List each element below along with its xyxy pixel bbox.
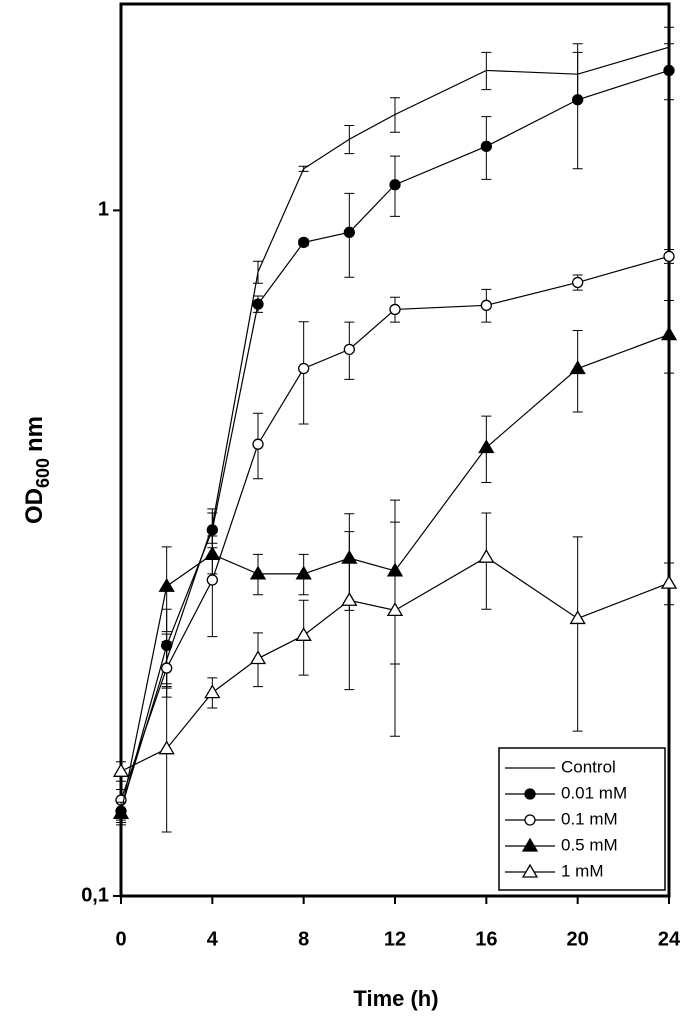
- series-line: [120, 334, 670, 814]
- legend-label: 0.1 mM: [561, 809, 618, 828]
- error-bar: [390, 521, 400, 737]
- legend-label: 0.01 mM: [561, 783, 627, 802]
- data-point: [386, 602, 404, 616]
- data-point: [480, 140, 492, 152]
- data-point: [478, 548, 495, 563]
- legend-label: Control: [561, 757, 616, 776]
- y-label-main: OD: [21, 488, 48, 524]
- series-line: [120, 255, 670, 801]
- series: [115, 248, 675, 812]
- legend-marker: [521, 863, 539, 878]
- x-tick-label: 20: [567, 928, 589, 950]
- data-point: [204, 546, 221, 561]
- series-line: [120, 556, 670, 772]
- data-point: [158, 740, 175, 755]
- data-point: [298, 362, 310, 375]
- error-bar: [253, 260, 263, 284]
- legend-label: 0.5 mM: [561, 835, 618, 854]
- x-tick-label: 8: [298, 928, 309, 950]
- legend-marker: [524, 788, 536, 800]
- data-point: [112, 805, 130, 819]
- data-point: [663, 64, 675, 77]
- data-point: [660, 574, 678, 589]
- data-point: [252, 298, 264, 310]
- data-point: [569, 610, 586, 625]
- data-point: [572, 94, 584, 106]
- error-bar: [572, 536, 583, 732]
- data-point: [158, 577, 175, 592]
- y-axis-label: OD600 nm: [21, 416, 52, 524]
- error-bar: [161, 683, 172, 833]
- data-point: [252, 438, 264, 450]
- x-tick-label: 0: [115, 928, 126, 950]
- error-bar: [572, 43, 583, 170]
- data-point: [204, 684, 221, 699]
- legend-label: 1 mM: [561, 861, 604, 880]
- data-point: [480, 299, 492, 311]
- y-tick-label: 1: [98, 199, 109, 221]
- x-tick-label: 12: [384, 928, 406, 950]
- data-point: [389, 303, 401, 316]
- x-tick-label: 24: [658, 928, 681, 950]
- x-tick-label: 16: [475, 928, 497, 950]
- data-point: [161, 662, 173, 674]
- series: [112, 512, 678, 833]
- data-point: [389, 179, 401, 191]
- x-tick-label: 4: [207, 928, 219, 950]
- data-point: [663, 250, 675, 262]
- series-line: [120, 69, 670, 812]
- data-point: [478, 439, 495, 454]
- data-point: [298, 236, 310, 249]
- x-axis-label: Time (h): [353, 986, 438, 1011]
- data-point: [295, 565, 312, 580]
- legend-marker: [521, 837, 539, 852]
- legend: Control 0.01 mM 0.1 mM 0.5 mM 1 mM: [498, 747, 666, 891]
- data-point: [660, 326, 678, 341]
- data-point: [572, 276, 584, 289]
- legend-marker: [524, 814, 536, 826]
- y-label-unit: nm: [21, 416, 48, 452]
- y-label-subscript: 600: [33, 458, 53, 488]
- series-line: [120, 46, 670, 810]
- error-bar: [344, 531, 355, 691]
- data-point: [343, 343, 355, 356]
- y-tick-label: 0,1: [81, 884, 109, 906]
- data-point: [112, 763, 130, 777]
- error-bar: [390, 97, 400, 133]
- error-bar: [481, 51, 492, 91]
- data-point: [206, 574, 218, 586]
- data-point: [249, 565, 267, 580]
- data-point: [569, 360, 586, 375]
- data-point: [343, 226, 355, 238]
- data-point: [341, 591, 358, 606]
- data-point: [295, 627, 312, 641]
- error-bar: [344, 124, 355, 155]
- error-bar: [298, 165, 309, 172]
- data-point: [249, 650, 267, 665]
